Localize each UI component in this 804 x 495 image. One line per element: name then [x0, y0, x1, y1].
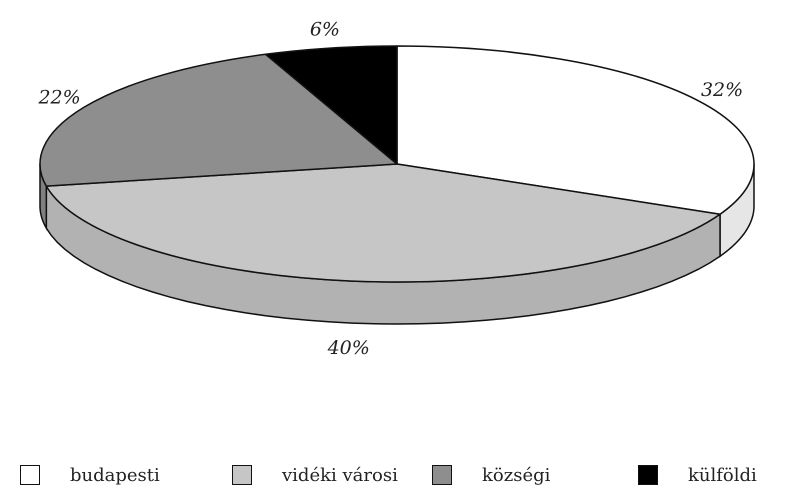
pie-slice-kozsegi [39, 53, 398, 187]
pie-labels: 32% 40% 22% 6% [37, 18, 743, 359]
pie-label-videki-varosi: 40% [327, 337, 370, 359]
legend-label: budapesti [70, 464, 160, 486]
legend-item-budapesti: budapesti [20, 462, 160, 488]
legend-swatch [232, 465, 252, 485]
legend-item-kulfoldi: külföldi [638, 462, 757, 488]
legend-label: külföldi [688, 464, 757, 486]
pie-label-kozsegi: 22% [37, 87, 80, 109]
legend-swatch [432, 465, 452, 485]
pie-slice-budapesti [396, 45, 755, 215]
pie-slice-videki-varosi [45, 163, 721, 283]
legend-item-kozsegi: községi [432, 462, 550, 488]
pie-label-budapesti: 32% [701, 79, 743, 101]
pie-slice-kulfoldi [264, 45, 398, 165]
pie-slices [39, 45, 755, 283]
legend-label: községi [482, 464, 551, 486]
legend: budapesti vidéki városi községi külföldi [0, 462, 804, 492]
legend-item-videki-varosi: vidéki városi [232, 462, 398, 488]
legend-swatch [20, 465, 40, 485]
legend-swatch [638, 465, 658, 485]
legend-label: vidéki városi [282, 464, 398, 486]
pie-label-kulfoldi: 6% [310, 18, 340, 40]
pie-chart: 32% 40% 22% 6% [37, 18, 755, 359]
